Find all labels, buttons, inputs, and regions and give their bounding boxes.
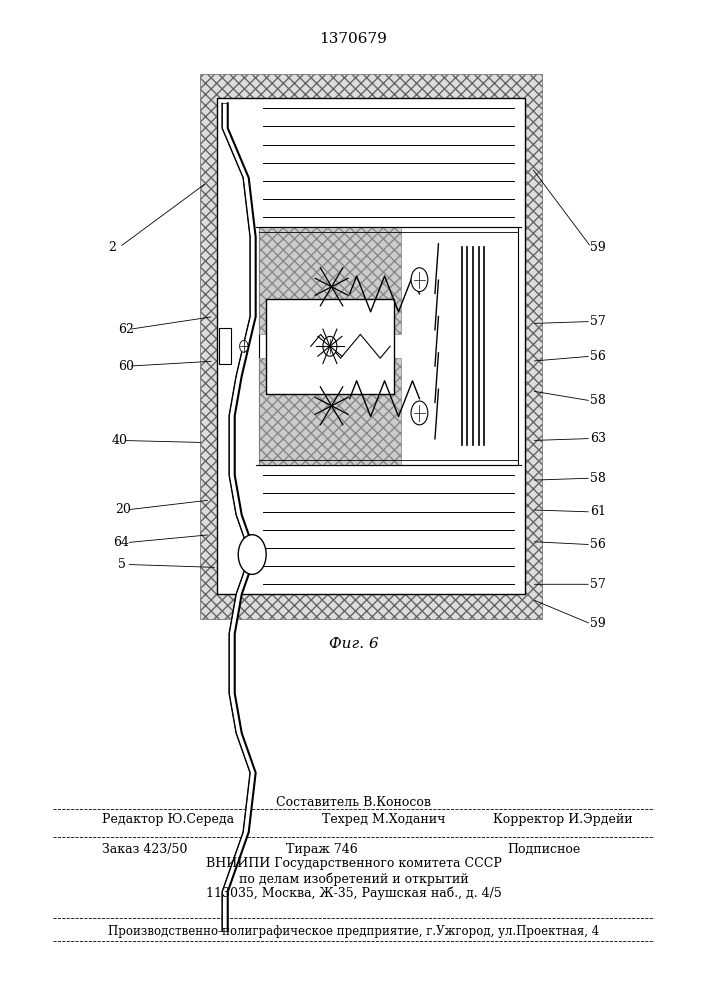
Circle shape [323, 336, 337, 356]
Bar [266, 299, 286, 394]
Text: Тираж 746: Тираж 746 [286, 843, 358, 856]
Bar [200, 74, 542, 619]
Bar [259, 227, 402, 334]
Text: Фиг. 6: Фиг. 6 [329, 637, 378, 651]
Text: 2: 2 [108, 241, 117, 254]
Text: 58: 58 [590, 394, 606, 407]
Text: 113035, Москва, Ж-35, Раушская наб., д. 4/5: 113035, Москва, Ж-35, Раушская наб., д. … [206, 887, 501, 900]
Text: 61: 61 [590, 505, 606, 518]
Text: Корректор И.Эрдейи: Корректор И.Эрдейи [493, 813, 633, 826]
Bar [218, 328, 231, 364]
Text: 56: 56 [590, 350, 606, 363]
Text: 40: 40 [112, 434, 127, 447]
Text: 58: 58 [590, 472, 606, 485]
Text: Техред М.Ходанич: Техред М.Ходанич [322, 813, 445, 826]
Text: 57: 57 [590, 578, 606, 591]
Bar [266, 299, 394, 394]
Text: 59: 59 [590, 617, 606, 630]
Circle shape [238, 535, 266, 574]
Text: 62: 62 [119, 323, 134, 336]
Text: Составитель В.Коносов: Составитель В.Коносов [276, 796, 431, 809]
Text: 5: 5 [117, 558, 125, 571]
Polygon shape [222, 103, 256, 931]
Text: 20: 20 [115, 503, 131, 516]
Text: Подписное: Подписное [507, 843, 580, 856]
Bar [217, 98, 525, 594]
Text: по делам изобретений и открытий: по делам изобретений и открытий [239, 872, 468, 886]
Text: Заказ 423/50: Заказ 423/50 [102, 843, 187, 856]
Text: 64: 64 [114, 536, 129, 549]
Text: 59: 59 [590, 241, 606, 254]
Bar [259, 227, 518, 465]
Circle shape [411, 401, 428, 425]
Bar [218, 328, 231, 364]
Text: 57: 57 [590, 315, 606, 328]
Text: Редактор Ю.Середа: Редактор Ю.Середа [102, 813, 234, 826]
Text: 1370679: 1370679 [320, 32, 387, 46]
Text: 60: 60 [119, 360, 134, 373]
Text: 56: 56 [590, 538, 606, 551]
Text: ВНИИПИ Государственного комитета СССР: ВНИИПИ Государственного комитета СССР [206, 857, 501, 870]
Circle shape [240, 340, 248, 352]
Text: Производственно-полиграфическое предприятие, г.Ужгород, ул.Проектная, 4: Производственно-полиграфическое предприя… [108, 925, 599, 938]
Circle shape [411, 268, 428, 292]
Text: 63: 63 [590, 432, 606, 445]
Bar [259, 358, 402, 465]
